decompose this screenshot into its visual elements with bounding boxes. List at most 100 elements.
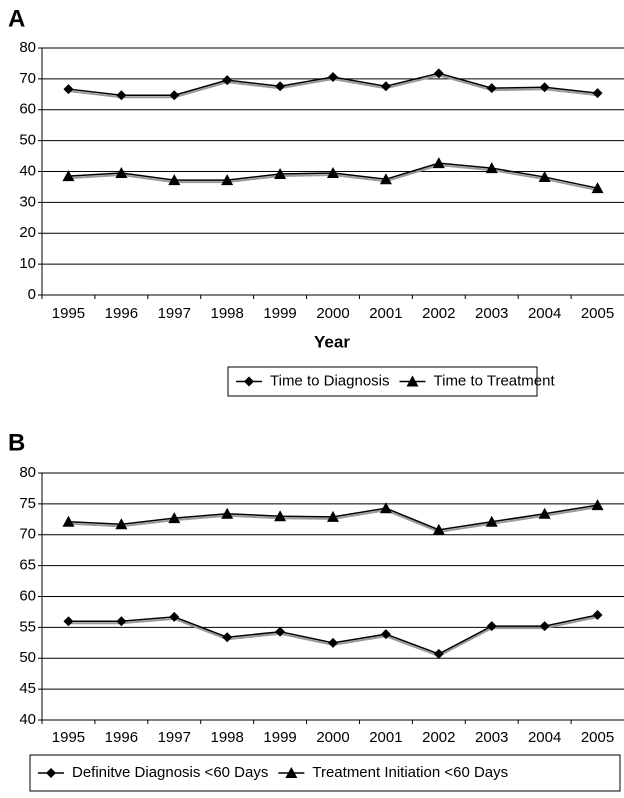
- y-tick-label: 10: [19, 255, 36, 272]
- x-tick-label: 1997: [158, 305, 191, 322]
- x-tick-label: 2001: [369, 729, 402, 746]
- marker: [433, 648, 444, 659]
- y-tick-label: 55: [19, 618, 36, 635]
- marker: [539, 82, 550, 93]
- marker: [274, 167, 287, 179]
- x-tick-label: 1996: [105, 305, 138, 322]
- x-tick-label: 2002: [422, 729, 455, 746]
- y-tick-label: 40: [19, 711, 36, 728]
- marker: [539, 621, 550, 632]
- legend-box: [227, 366, 538, 397]
- marker: [380, 629, 391, 640]
- marker: [169, 90, 180, 101]
- marker: [433, 68, 444, 79]
- marker: [406, 375, 419, 387]
- y-tick-label: 70: [19, 70, 36, 87]
- legend-label: Time to Treatment: [434, 372, 556, 389]
- marker: [46, 768, 56, 778]
- y-tick-label: 30: [19, 193, 36, 210]
- legend-label: Time to Diagnosis: [270, 372, 390, 389]
- x-tick-label: 1995: [52, 305, 85, 322]
- panel-label: B: [8, 429, 25, 456]
- marker: [432, 157, 445, 169]
- marker: [115, 167, 128, 179]
- panel-label: A: [8, 5, 25, 32]
- x-tick-label: 2000: [316, 729, 349, 746]
- y-tick-label: 60: [19, 101, 36, 118]
- marker: [275, 81, 286, 92]
- marker: [328, 72, 338, 83]
- legend-label: Treatment Initiation <60 Days: [312, 764, 508, 781]
- x-axis-title: Year: [314, 332, 350, 351]
- marker: [591, 182, 604, 194]
- marker: [379, 173, 392, 185]
- marker: [538, 507, 551, 519]
- marker: [486, 621, 497, 632]
- x-tick-label: 1997: [158, 729, 191, 746]
- marker: [275, 626, 286, 637]
- x-tick-label: 2003: [475, 305, 508, 322]
- marker: [485, 162, 498, 174]
- marker: [285, 767, 298, 778]
- y-tick-label: 80: [19, 39, 36, 56]
- marker: [222, 75, 233, 86]
- marker: [327, 167, 339, 179]
- legend-box: [29, 754, 621, 792]
- marker: [169, 611, 180, 622]
- x-tick-label: 1998: [210, 305, 243, 322]
- marker: [591, 499, 604, 511]
- x-tick-label: 1999: [263, 729, 296, 746]
- x-tick-label: 2004: [528, 305, 561, 322]
- marker: [486, 83, 497, 94]
- y-tick-label: 50: [19, 132, 36, 149]
- x-tick-label: 2004: [528, 729, 561, 746]
- y-tick-label: 50: [19, 649, 36, 666]
- y-tick-label: 80: [19, 464, 36, 481]
- x-tick-label: 1998: [210, 729, 243, 746]
- x-tick-label: 2003: [475, 729, 508, 746]
- y-tick-label: 0: [28, 286, 36, 303]
- marker: [327, 510, 339, 522]
- marker: [432, 523, 445, 535]
- marker: [221, 507, 234, 519]
- marker: [244, 376, 254, 387]
- y-tick-label: 45: [19, 680, 36, 697]
- marker: [168, 174, 181, 186]
- y-tick-label: 40: [19, 162, 36, 179]
- x-tick-label: 2005: [581, 729, 614, 746]
- marker: [63, 84, 74, 95]
- marker: [222, 632, 233, 643]
- marker: [221, 174, 234, 186]
- marker: [379, 502, 392, 514]
- marker: [168, 512, 181, 524]
- marker: [380, 81, 391, 92]
- marker: [274, 510, 287, 522]
- y-tick-label: 20: [19, 224, 36, 241]
- marker: [62, 170, 75, 182]
- y-tick-label: 75: [19, 495, 36, 512]
- marker: [592, 610, 603, 621]
- marker: [592, 88, 603, 99]
- x-tick-label: 1999: [263, 305, 296, 322]
- line-shadow: [68, 616, 598, 658]
- marker: [63, 616, 74, 627]
- marker: [115, 518, 128, 530]
- x-tick-label: 1996: [105, 729, 138, 746]
- marker: [328, 637, 338, 648]
- marker: [485, 515, 498, 527]
- x-tick-label: 2000: [316, 305, 349, 322]
- marker: [116, 90, 127, 101]
- y-tick-label: 65: [19, 557, 36, 574]
- marker: [116, 616, 127, 627]
- y-tick-label: 70: [19, 526, 36, 543]
- x-tick-label: 2001: [369, 305, 402, 322]
- marker: [62, 515, 75, 527]
- legend-label: Definitve Diagnosis <60 Days: [72, 764, 268, 781]
- marker: [538, 171, 551, 183]
- x-tick-label: 2002: [422, 305, 455, 322]
- x-tick-label: 1995: [52, 729, 85, 746]
- y-tick-label: 60: [19, 587, 36, 604]
- x-tick-label: 2005: [581, 305, 614, 322]
